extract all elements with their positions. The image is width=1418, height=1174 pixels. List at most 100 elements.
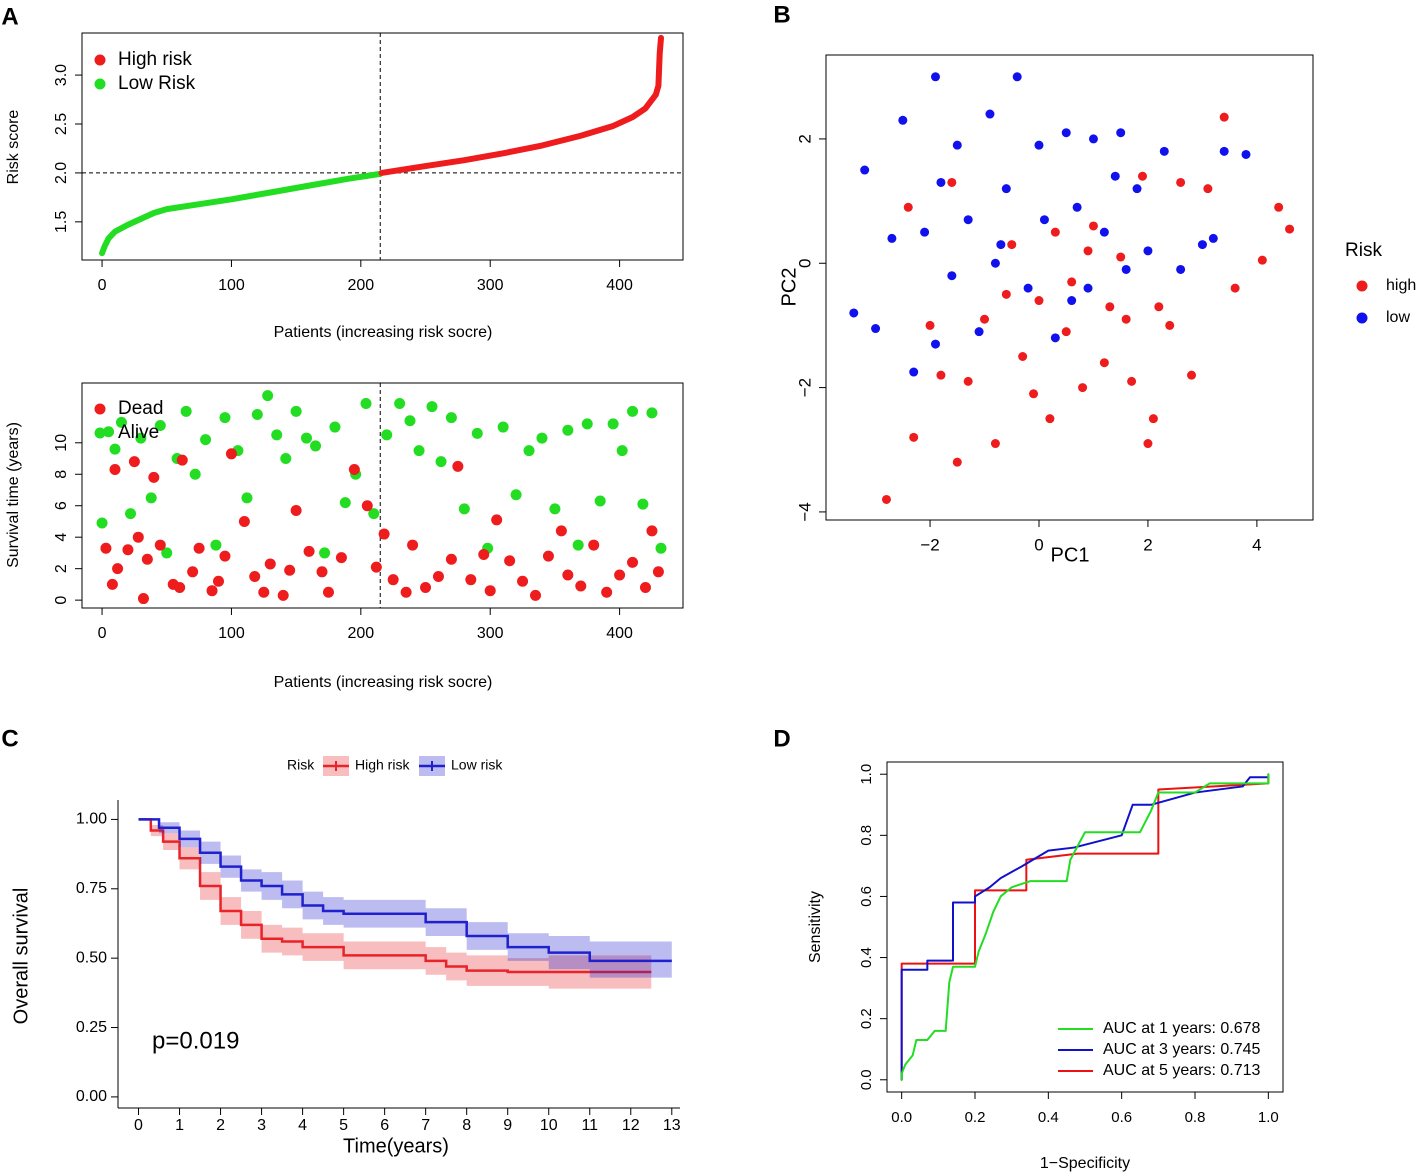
point <box>484 585 496 597</box>
x-tick-label: 0 <box>98 625 107 642</box>
point <box>335 552 347 564</box>
point <box>849 308 859 318</box>
point <box>1159 146 1169 156</box>
y-tick-label: −4 <box>795 502 814 521</box>
annotation: p=0.019 <box>152 1027 239 1054</box>
point <box>445 553 457 565</box>
point <box>1045 414 1055 424</box>
point <box>1110 171 1120 181</box>
legend-label: low <box>1386 309 1410 326</box>
x-tick-label: 1 <box>175 1117 184 1134</box>
point <box>360 397 372 409</box>
point <box>1061 327 1071 337</box>
point <box>161 547 173 559</box>
panel-letter: B <box>773 1 790 28</box>
y-axis-label: Survival time (years) <box>5 422 22 568</box>
x-tick-label: 300 <box>477 625 504 642</box>
point <box>300 432 312 444</box>
point <box>381 429 393 441</box>
legend-label: Dead <box>118 398 163 419</box>
x-tick-label: 100 <box>218 625 245 642</box>
point <box>1083 283 1093 293</box>
point <box>575 580 587 592</box>
point <box>471 427 483 439</box>
y-tick-label: 0.6 <box>858 886 875 907</box>
point <box>432 571 444 583</box>
x-tick-label: 5 <box>339 1117 348 1134</box>
x-tick-label: 200 <box>347 625 374 642</box>
point <box>1050 333 1060 343</box>
x-tick-label: 12 <box>622 1117 640 1134</box>
point <box>100 542 112 554</box>
point <box>990 258 1000 268</box>
point <box>1121 314 1131 324</box>
point <box>251 408 263 420</box>
x-tick-label: 100 <box>218 277 245 294</box>
x-tick-label: 0.4 <box>1038 1109 1059 1126</box>
confidence-band <box>138 819 672 986</box>
point <box>930 339 940 349</box>
y-tick-label: 1.5 <box>53 211 70 233</box>
point <box>517 575 529 587</box>
point <box>1105 302 1115 312</box>
y-tick-label: 0.00 <box>76 1088 107 1105</box>
point <box>1067 296 1077 306</box>
y-tick-label: 8 <box>53 470 70 479</box>
legend-label: AUC at 5 years: 0.713 <box>1103 1062 1261 1079</box>
point <box>452 460 464 472</box>
point <box>145 492 157 504</box>
point <box>497 421 509 433</box>
x-tick-label: 0.8 <box>1185 1109 1206 1126</box>
point <box>996 240 1006 250</box>
legend-label: AUC at 3 years: 0.745 <box>1103 1041 1261 1058</box>
point <box>646 407 658 419</box>
point <box>394 397 406 409</box>
point <box>137 593 149 605</box>
y-tick-label: 6 <box>53 501 70 510</box>
point <box>1143 246 1153 256</box>
point <box>1078 383 1088 393</box>
point <box>952 457 962 467</box>
point <box>1034 296 1044 306</box>
point <box>1018 352 1028 362</box>
point <box>860 165 870 175</box>
point <box>135 432 147 444</box>
point <box>936 370 946 380</box>
y-tick-label: 0 <box>53 596 70 605</box>
point <box>1187 370 1197 380</box>
point <box>930 72 940 82</box>
y-tick-label: 2.5 <box>53 113 70 135</box>
point <box>193 542 205 554</box>
y-tick-label: 10 <box>53 434 70 452</box>
y-tick-label: 0.75 <box>76 880 107 897</box>
point <box>925 320 935 330</box>
point <box>128 456 140 468</box>
point <box>504 555 516 567</box>
y-tick-label: 0.50 <box>76 949 107 966</box>
y-tick-label: −2 <box>795 378 814 397</box>
panel-letter: D <box>773 725 790 752</box>
point <box>542 550 554 562</box>
point <box>109 464 121 476</box>
point <box>1072 202 1082 212</box>
point <box>549 503 561 515</box>
point <box>290 405 302 417</box>
point <box>115 416 127 428</box>
point <box>607 418 619 430</box>
point <box>1099 358 1109 368</box>
legend-label: High risk <box>118 49 192 70</box>
point <box>562 424 574 436</box>
point <box>1274 202 1284 212</box>
x-tick-label: 4 <box>298 1117 307 1134</box>
point <box>1148 414 1158 424</box>
series-line <box>99 170 384 257</box>
point <box>529 589 541 601</box>
point <box>176 454 188 466</box>
y-tick-label: 0.8 <box>858 825 875 846</box>
point <box>1154 302 1164 312</box>
point <box>903 202 913 212</box>
point <box>562 569 574 581</box>
y-tick-label: 0.25 <box>76 1019 107 1036</box>
point <box>990 439 1000 449</box>
